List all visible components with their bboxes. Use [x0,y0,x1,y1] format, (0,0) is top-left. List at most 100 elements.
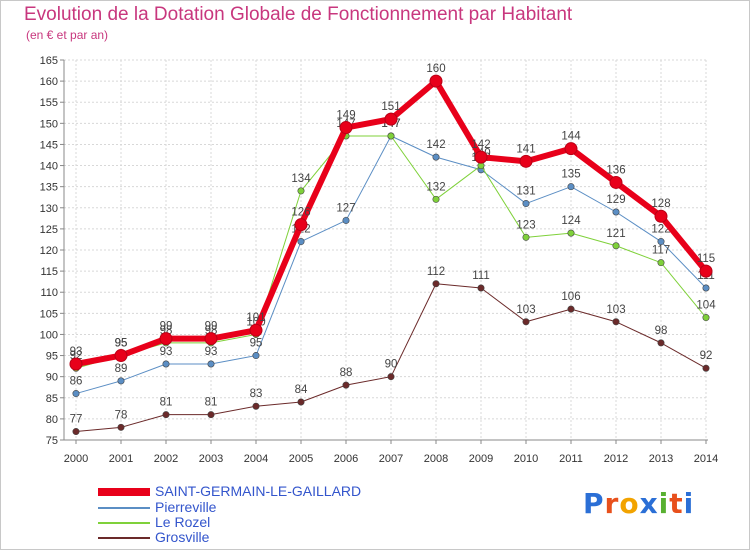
data-point-grosville [387,373,395,381]
data-point-pierreville [702,284,710,292]
x-tick-label: 2006 [334,453,358,465]
data-label-grosville: 92 [700,350,713,362]
y-tick-label: 135 [40,182,58,194]
data-label-grosville: 88 [340,367,353,379]
data-label-grosville: 83 [250,388,263,400]
y-tick-label: 90 [46,372,58,384]
data-point-pierreville [432,153,440,161]
data-point-le-rozel [612,242,620,250]
data-point-saint-germain-le-gaillard [249,323,263,337]
data-point-le-rozel [702,314,710,322]
data-label-le-rozel: 123 [516,219,535,231]
data-point-saint-germain-le-gaillard [384,112,398,126]
data-point-saint-germain-le-gaillard [609,175,623,189]
legend-label-pierreville: Pierreville [155,499,217,515]
data-point-pierreville [342,216,350,224]
y-tick-label: 105 [40,308,58,320]
data-label-le-rozel: 132 [426,181,445,193]
y-tick-label: 125 [40,224,58,236]
y-tick-label: 100 [40,329,58,341]
data-label-saint-germain-le-gaillard: 95 [115,338,128,350]
data-point-saint-germain-le-gaillard [699,264,713,278]
data-point-grosville [252,402,260,410]
data-label-pierreville: 142 [426,139,445,151]
data-point-grosville [432,280,440,288]
data-label-grosville: 84 [295,384,308,396]
data-point-grosville [567,305,575,313]
x-tick-label: 2003 [199,453,223,465]
y-tick-label: 115 [40,266,58,278]
data-label-pierreville: 93 [205,346,218,358]
data-label-pierreville: 135 [561,169,580,181]
data-point-grosville [342,381,350,389]
data-point-grosville [612,318,620,326]
legend-swatch-pierreville [98,507,150,509]
y-tick-label: 120 [40,245,58,257]
data-point-saint-germain-le-gaillard [114,349,128,363]
x-tick-label: 2011 [559,453,583,465]
data-label-grosville: 103 [606,304,625,316]
data-label-pierreville: 129 [606,194,625,206]
x-tick-label: 2009 [469,453,493,465]
data-label-grosville: 81 [160,397,173,409]
data-label-pierreville: 93 [160,346,173,358]
x-tick-label: 2000 [64,453,88,465]
data-label-saint-germain-le-gaillard: 151 [381,101,400,113]
logo-letter: o [619,487,640,520]
data-label-saint-germain-le-gaillard: 93 [70,346,83,358]
data-point-pierreville [117,377,125,385]
data-point-grosville [72,428,80,436]
data-point-saint-germain-le-gaillard [159,332,173,346]
data-label-le-rozel: 104 [696,300,716,312]
data-label-saint-germain-le-gaillard: 144 [561,131,581,143]
data-point-le-rozel [657,259,665,267]
data-label-saint-germain-le-gaillard: 160 [426,63,445,75]
data-point-pierreville [72,390,80,398]
data-label-pierreville: 89 [115,363,128,375]
data-label-saint-germain-le-gaillard: 136 [606,164,625,176]
data-point-saint-germain-le-gaillard [429,74,443,88]
data-point-pierreville [297,238,305,246]
data-point-pierreville [522,200,530,208]
data-point-saint-germain-le-gaillard [339,121,353,135]
y-tick-label: 165 [40,55,58,67]
x-tick-label: 2013 [649,453,673,465]
data-label-saint-germain-le-gaillard: 115 [697,253,715,265]
data-label-pierreville: 95 [250,338,263,350]
data-point-le-rozel [567,229,575,237]
data-point-le-rozel [432,195,440,203]
data-label-grosville: 98 [655,325,668,337]
data-point-pierreville [252,352,260,360]
data-label-saint-germain-le-gaillard: 126 [291,207,310,219]
logo-letter: i [683,487,695,520]
data-point-le-rozel [297,187,305,195]
legend-swatch-le-rozel [98,522,150,524]
legend-label-saint-germain: SAINT-GERMAIN-LE-GAILLARD [155,483,362,499]
x-tick-label: 2012 [604,453,628,465]
data-label-pierreville: 131 [516,186,535,198]
data-label-saint-germain-le-gaillard: 142 [471,139,490,151]
data-point-pierreville [612,208,620,216]
x-tick-label: 2008 [424,453,448,465]
data-label-grosville: 111 [472,270,489,282]
x-tick-label: 2005 [289,453,313,465]
data-point-saint-germain-le-gaillard [69,357,83,371]
data-point-pierreville [567,183,575,191]
data-point-grosville [297,398,305,406]
data-label-saint-germain-le-gaillard: 101 [246,312,265,324]
data-label-pierreville: 86 [70,376,83,388]
logo-letter: x [639,487,659,520]
x-tick-label: 2002 [154,453,178,465]
logo-letter: i [658,487,670,520]
data-label-saint-germain-le-gaillard: 99 [205,321,218,333]
data-point-pierreville [207,360,215,368]
data-label-le-rozel: 95 [115,338,128,350]
data-label-le-rozel: 121 [606,228,625,240]
logo-letter: t [669,487,684,520]
data-point-saint-germain-le-gaillard [519,154,533,168]
y-tick-label: 85 [46,393,58,405]
data-point-grosville [522,318,530,326]
data-label-grosville: 103 [516,304,535,316]
logo-letter: P [583,487,605,520]
data-label-saint-germain-le-gaillard: 128 [651,198,670,210]
